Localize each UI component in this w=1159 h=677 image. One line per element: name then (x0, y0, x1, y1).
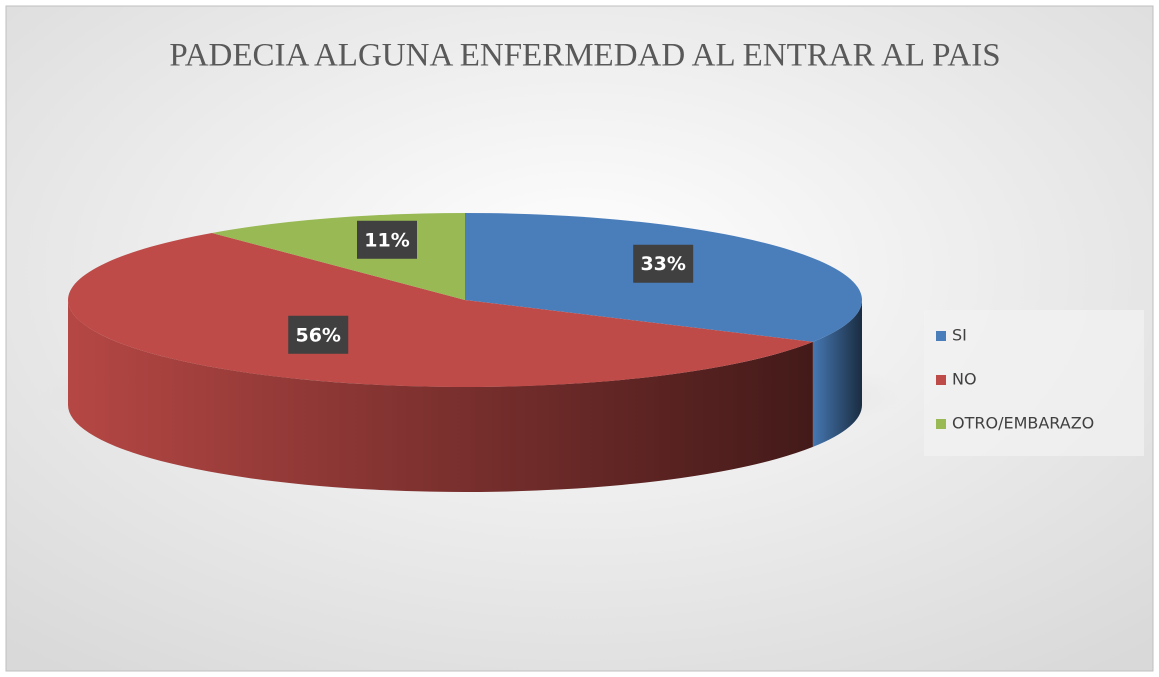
data-label-box (633, 244, 694, 283)
data-label: 11% (364, 229, 409, 251)
pie-side (68, 300, 813, 492)
legend-label: OTRO/EMBARAZO (952, 414, 1094, 433)
data-label: 56% (295, 324, 340, 346)
pie-slice (67, 232, 813, 388)
legend-swatch (936, 419, 946, 429)
data-label: 33% (640, 253, 685, 275)
legend-label: SI (952, 326, 967, 345)
legend-box (924, 310, 1144, 456)
pie-side (812, 300, 862, 447)
legend-swatch (936, 375, 946, 385)
chart-title: PADECIA ALGUNA ENFERMEDAD AL ENTRAR AL P… (169, 38, 1000, 74)
data-label-box (288, 315, 349, 354)
legend-swatch (936, 331, 946, 341)
data-label-box (357, 220, 418, 259)
legend-label: NO (952, 370, 977, 389)
